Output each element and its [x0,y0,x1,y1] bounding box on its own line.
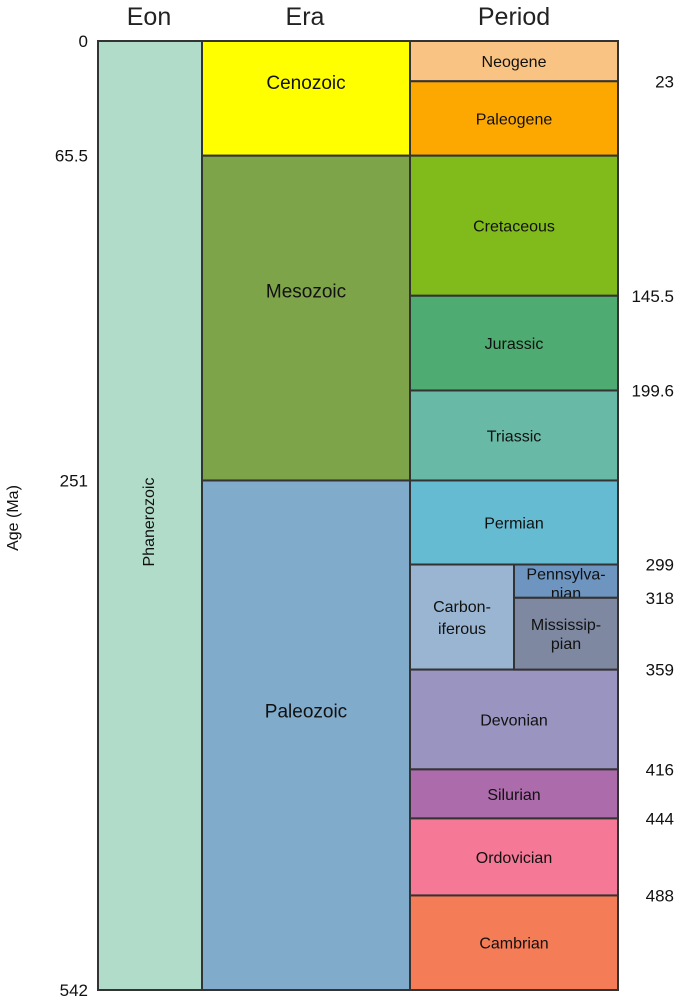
era-box-mesozoic [201,154,411,482]
eon-box-phanerozoic [97,40,203,991]
left-tick-: 65.5 [55,147,88,166]
left-tick-: 251 [60,471,88,490]
period-box-carbon-iferous [409,563,515,671]
period-label-cretaceous: Cretaceous [473,219,555,236]
era-box-paleozoic [201,479,411,991]
period-label-silurian: Silurian [487,787,540,804]
axis-label: Age (Ma) [5,485,22,551]
header-era: Era [286,3,325,31]
left-tick-: 542 [60,981,88,1000]
right-tick-: 318 [646,589,674,608]
right-tick-: 444 [646,809,674,828]
period-box-cretaceous [409,154,619,297]
ticks-layer: 0 65.5 251 542 23 145.5 199.6 299 318 359 416 444 48… [55,32,674,1000]
right-tick-: 299 [646,556,674,575]
period-box-triassic [409,389,619,482]
right-tick-: 23 [655,72,674,91]
header-period: Period [478,3,550,31]
era-label-paleozoic: Paleozoic [265,701,347,722]
period-label-jurassic: Jurassic [485,336,544,353]
period-label-cambrian: Cambrian [479,936,548,953]
right-tick-: 199.6 [631,381,674,400]
right-tick-: 145.5 [631,287,674,306]
period-label-permian: Permian [484,516,544,533]
eon-label-phanerozoic: Phanerozoic [141,478,158,567]
era-label-cenozoic: Cenozoic [266,73,345,94]
header-eon: Eon [127,3,171,31]
right-tick-: 359 [646,661,674,680]
period-box-cambrian [409,894,619,992]
subperiod-box-pennsylva-nian [513,563,619,599]
period-label-ordovician: Ordovician [476,850,552,867]
right-tick-: 416 [646,760,674,779]
subperiod-box-mississip-pian [513,596,619,671]
left-tick-: 0 [79,32,88,51]
period-label-devonian: Devonian [480,712,548,729]
period-box-silurian [409,768,619,820]
period-label-triassic: Triassic [487,428,542,445]
period-box-neogene [409,40,619,83]
period-box-ordovician [409,817,619,897]
period-box-paleogene [409,80,619,157]
period-label-neogene: Neogene [482,54,547,71]
era-box-cenozoic [201,40,411,157]
boxes-layer: Phanerozoic Cenozoic Mesozoic Paleozoic Neog… [97,40,619,992]
period-label-carbon-iferous: Carbon-iferous [433,599,491,638]
right-tick-: 488 [646,886,674,905]
subperiod-label-mississip-pian: Mississip-pian [531,617,601,653]
period-label-paleogene: Paleogene [476,111,553,128]
era-label-mesozoic: Mesozoic [266,282,346,303]
